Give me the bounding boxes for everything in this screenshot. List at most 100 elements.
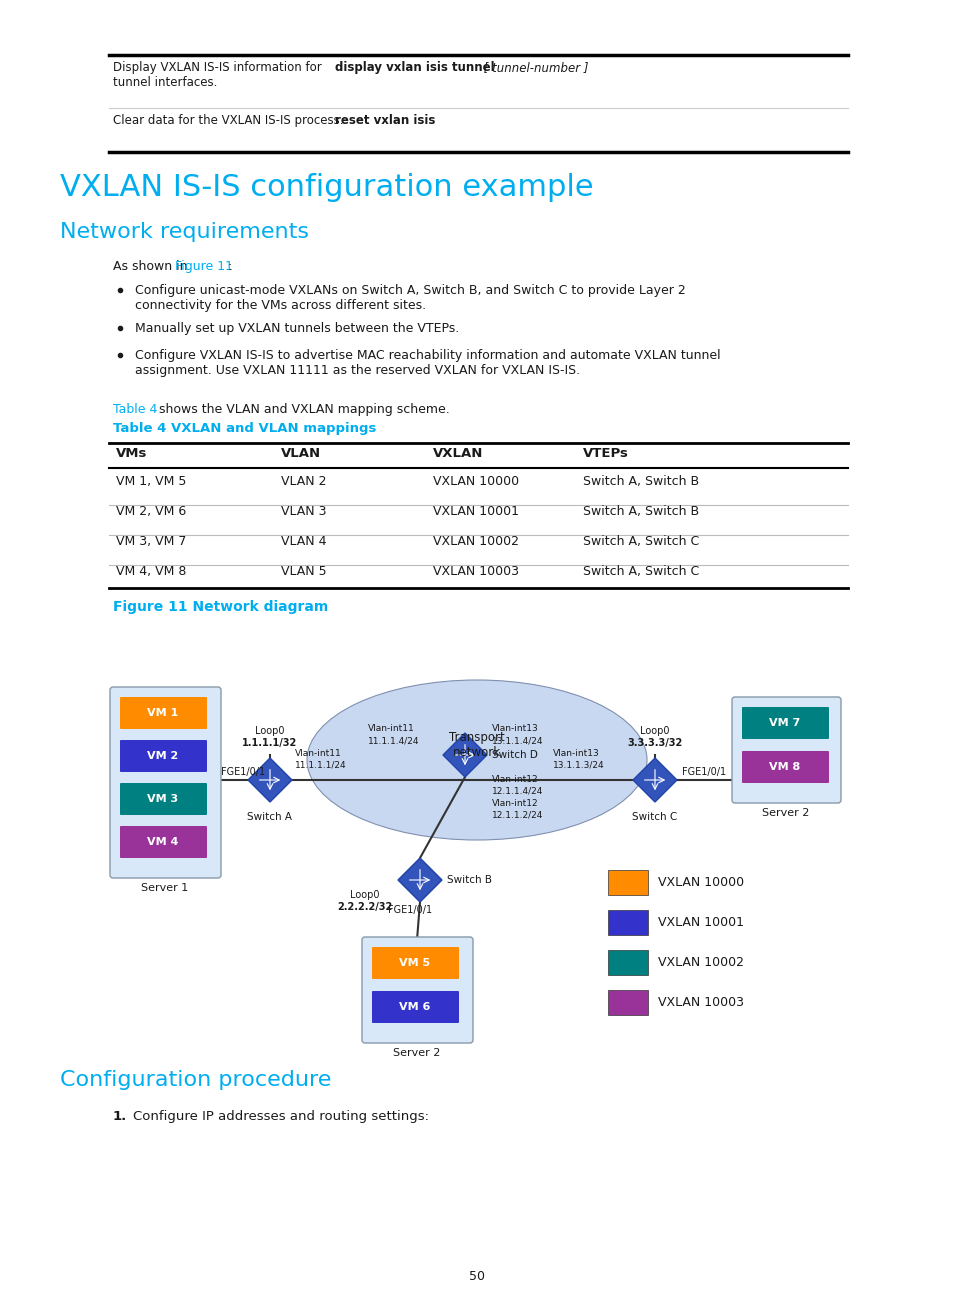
FancyBboxPatch shape bbox=[120, 697, 207, 728]
Text: FGE1/0/1: FGE1/0/1 bbox=[388, 905, 432, 915]
Text: Switch A, Switch C: Switch A, Switch C bbox=[582, 535, 699, 548]
Text: Vlan-int11: Vlan-int11 bbox=[368, 724, 415, 734]
Text: Vlan-int11: Vlan-int11 bbox=[294, 749, 341, 758]
Text: Loop0: Loop0 bbox=[255, 726, 284, 736]
Text: VXLAN 10000: VXLAN 10000 bbox=[658, 876, 743, 889]
FancyBboxPatch shape bbox=[607, 910, 647, 934]
Text: 12.1.1.4/24: 12.1.1.4/24 bbox=[492, 787, 543, 796]
FancyBboxPatch shape bbox=[120, 826, 207, 858]
Text: VLAN 3: VLAN 3 bbox=[281, 505, 326, 518]
Text: 13.1.1.4/24: 13.1.1.4/24 bbox=[492, 736, 543, 745]
Text: Configure VXLAN IS-IS to advertise MAC reachability information and automate VXL: Configure VXLAN IS-IS to advertise MAC r… bbox=[135, 349, 720, 377]
FancyBboxPatch shape bbox=[607, 950, 647, 975]
Text: VTEPs: VTEPs bbox=[582, 447, 628, 460]
Text: VM 1, VM 5: VM 1, VM 5 bbox=[116, 476, 186, 489]
Polygon shape bbox=[442, 734, 486, 778]
Text: Loop0: Loop0 bbox=[639, 726, 669, 736]
Text: VLAN 4: VLAN 4 bbox=[281, 535, 326, 548]
Text: Switch A, Switch C: Switch A, Switch C bbox=[582, 565, 699, 578]
Text: 1.: 1. bbox=[112, 1109, 127, 1124]
FancyBboxPatch shape bbox=[120, 740, 207, 772]
Text: Vlan-int12: Vlan-int12 bbox=[492, 800, 538, 807]
Text: Server 2: Server 2 bbox=[761, 807, 809, 818]
Text: 2.2.2.2/32: 2.2.2.2/32 bbox=[337, 902, 393, 912]
Text: Switch B: Switch B bbox=[447, 875, 492, 885]
Text: Switch D: Switch D bbox=[492, 750, 537, 759]
Text: Figure 11 Network diagram: Figure 11 Network diagram bbox=[112, 600, 328, 614]
FancyBboxPatch shape bbox=[372, 991, 458, 1023]
Text: Table 4: Table 4 bbox=[112, 403, 157, 416]
Text: VMs: VMs bbox=[116, 447, 147, 460]
Text: reset vxlan isis: reset vxlan isis bbox=[335, 114, 435, 127]
Text: Vlan-int12: Vlan-int12 bbox=[492, 775, 538, 784]
Text: shows the VLAN and VXLAN mapping scheme.: shows the VLAN and VXLAN mapping scheme. bbox=[154, 403, 449, 416]
Text: :: : bbox=[228, 260, 232, 273]
Text: Server 1: Server 1 bbox=[141, 883, 189, 893]
Text: Configure unicast-mode VXLANs on Switch A, Switch B, and Switch C to provide Lay: Configure unicast-mode VXLANs on Switch … bbox=[135, 284, 685, 312]
Text: VXLAN 10000: VXLAN 10000 bbox=[433, 476, 518, 489]
Text: VXLAN 10002: VXLAN 10002 bbox=[433, 535, 518, 548]
Text: VXLAN 10001: VXLAN 10001 bbox=[658, 915, 743, 928]
Text: VXLAN 10003: VXLAN 10003 bbox=[433, 565, 518, 578]
Text: VM 4: VM 4 bbox=[147, 837, 178, 848]
FancyBboxPatch shape bbox=[120, 783, 207, 815]
Text: VM 3, VM 7: VM 3, VM 7 bbox=[116, 535, 186, 548]
FancyBboxPatch shape bbox=[741, 708, 828, 739]
Text: Vlan-int13: Vlan-int13 bbox=[553, 749, 599, 758]
FancyBboxPatch shape bbox=[731, 697, 841, 804]
Text: Configure IP addresses and routing settings:: Configure IP addresses and routing setti… bbox=[132, 1109, 429, 1124]
Text: Figure 11: Figure 11 bbox=[174, 260, 233, 273]
Ellipse shape bbox=[307, 680, 646, 840]
Text: Loop0: Loop0 bbox=[350, 890, 379, 899]
Text: 13.1.1.3/24: 13.1.1.3/24 bbox=[553, 761, 604, 770]
Text: Server 2: Server 2 bbox=[393, 1048, 440, 1058]
Text: VXLAN 10002: VXLAN 10002 bbox=[658, 955, 743, 968]
Text: VM 7: VM 7 bbox=[768, 718, 800, 728]
Text: FGE1/0/1: FGE1/0/1 bbox=[681, 767, 725, 778]
Text: Switch A: Switch A bbox=[247, 813, 293, 822]
Text: display vxlan isis tunnel: display vxlan isis tunnel bbox=[335, 61, 494, 74]
Text: As shown in: As shown in bbox=[112, 260, 192, 273]
Text: FGE1/0/1: FGE1/0/1 bbox=[221, 767, 265, 778]
Text: Network requirements: Network requirements bbox=[60, 222, 309, 242]
Text: Manually set up VXLAN tunnels between the VTEPs.: Manually set up VXLAN tunnels between th… bbox=[135, 321, 458, 334]
Text: 1.1.1.1/32: 1.1.1.1/32 bbox=[242, 737, 297, 748]
Text: 11.1.1.4/24: 11.1.1.4/24 bbox=[368, 736, 419, 745]
FancyBboxPatch shape bbox=[607, 990, 647, 1015]
Text: Table 4 VXLAN and VLAN mappings: Table 4 VXLAN and VLAN mappings bbox=[112, 422, 376, 435]
Text: Display VXLAN IS-IS information for
tunnel interfaces.: Display VXLAN IS-IS information for tunn… bbox=[112, 61, 321, 89]
Polygon shape bbox=[397, 858, 441, 902]
Text: Switch A, Switch B: Switch A, Switch B bbox=[582, 505, 699, 518]
Text: VLAN 2: VLAN 2 bbox=[281, 476, 326, 489]
Text: 11.1.1.1/24: 11.1.1.1/24 bbox=[294, 761, 346, 770]
Polygon shape bbox=[248, 758, 292, 802]
Text: VLAN: VLAN bbox=[281, 447, 321, 460]
Text: VM 5: VM 5 bbox=[399, 958, 430, 968]
FancyBboxPatch shape bbox=[361, 937, 473, 1043]
Text: VM 4, VM 8: VM 4, VM 8 bbox=[116, 565, 186, 578]
Text: Configuration procedure: Configuration procedure bbox=[60, 1070, 331, 1090]
Text: VM 6: VM 6 bbox=[399, 1002, 430, 1012]
Text: VXLAN IS-IS configuration example: VXLAN IS-IS configuration example bbox=[60, 172, 593, 202]
Text: VLAN 5: VLAN 5 bbox=[281, 565, 326, 578]
Text: 12.1.1.2/24: 12.1.1.2/24 bbox=[492, 811, 543, 820]
Text: Vlan-int13: Vlan-int13 bbox=[492, 724, 538, 734]
Text: [ tunnel-number ]: [ tunnel-number ] bbox=[479, 61, 588, 74]
Text: Clear data for the VXLAN IS-IS process.: Clear data for the VXLAN IS-IS process. bbox=[112, 114, 343, 127]
FancyBboxPatch shape bbox=[110, 687, 221, 877]
Text: VM 8: VM 8 bbox=[768, 762, 800, 772]
Text: 50: 50 bbox=[469, 1270, 484, 1283]
Text: Switch A, Switch B: Switch A, Switch B bbox=[582, 476, 699, 489]
Text: 3.3.3.3/32: 3.3.3.3/32 bbox=[627, 737, 682, 748]
FancyBboxPatch shape bbox=[607, 870, 647, 896]
Text: VM 2, VM 6: VM 2, VM 6 bbox=[116, 505, 186, 518]
FancyBboxPatch shape bbox=[741, 750, 828, 783]
Text: VXLAN: VXLAN bbox=[433, 447, 483, 460]
Text: Transport
network: Transport network bbox=[449, 731, 504, 759]
Polygon shape bbox=[633, 758, 677, 802]
Text: VXLAN 10003: VXLAN 10003 bbox=[658, 995, 743, 1008]
Text: VXLAN 10001: VXLAN 10001 bbox=[433, 505, 518, 518]
Text: VM 3: VM 3 bbox=[148, 794, 178, 804]
Text: VM 2: VM 2 bbox=[147, 750, 178, 761]
Text: Switch C: Switch C bbox=[632, 813, 677, 822]
